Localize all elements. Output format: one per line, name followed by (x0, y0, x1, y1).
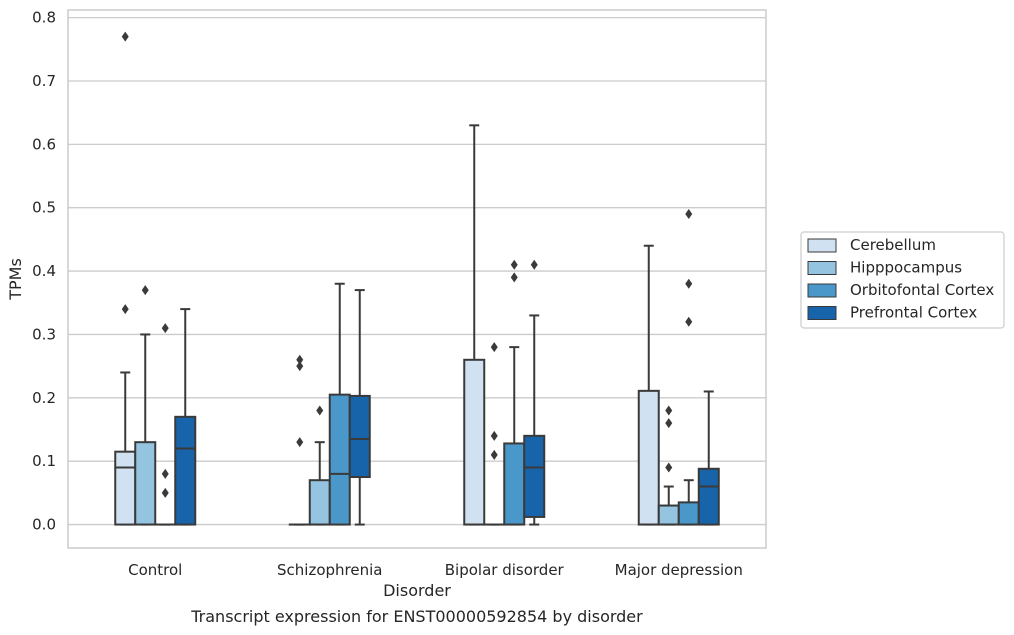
box-iqr (637, 389, 660, 526)
box-plot (637, 244, 660, 526)
x-tick-label: Control (128, 561, 182, 579)
grid-lines (68, 16, 766, 526)
outlier-point (685, 316, 693, 327)
legend-swatch (807, 283, 837, 298)
box-iqr (697, 467, 720, 526)
box-plot (288, 354, 311, 526)
outlier-point (141, 285, 149, 296)
box-iqr (134, 441, 157, 526)
outlier-point (490, 449, 498, 460)
box-iqr (503, 442, 526, 526)
box-plot (697, 390, 720, 526)
outlier-point (510, 259, 518, 270)
box-plot (308, 405, 331, 526)
legend-frame (800, 231, 1005, 329)
outlier-point (665, 405, 673, 416)
legend-label: Orbitofontal Cortex (850, 281, 994, 299)
outlier-point (296, 354, 304, 365)
x-tick-label: Major depression (615, 561, 743, 579)
box-iqr (463, 358, 486, 526)
box-plot (114, 31, 137, 526)
outlier-point (316, 405, 324, 416)
outlier-point (296, 361, 304, 372)
y-tick-label: 0.5 (32, 199, 56, 217)
box-plot (463, 124, 486, 526)
outlier-point (530, 259, 538, 270)
box-plot (134, 285, 157, 526)
legend-swatch (807, 238, 837, 253)
y-tick-label: 0.3 (32, 325, 56, 343)
y-tick-label: 0.7 (32, 72, 56, 90)
y-axis-label: TPMs (6, 258, 25, 301)
outlier-point (685, 278, 693, 289)
box-plot (523, 259, 546, 526)
y-tick-label: 0.4 (32, 262, 56, 280)
outlier-point (685, 209, 693, 220)
box-plot (677, 209, 700, 526)
x-axis-label: Disorder (383, 581, 451, 600)
box-iqr (328, 393, 351, 526)
y-tick-label: 0.0 (32, 516, 56, 534)
y-tick-label: 0.6 (32, 135, 56, 153)
outlier-point (161, 487, 169, 498)
legend-swatch (807, 306, 837, 320)
box-plot (657, 405, 680, 526)
outlier-point (161, 468, 169, 479)
box-iqr (523, 434, 546, 518)
outlier-point (121, 304, 129, 315)
box-iqr (308, 479, 331, 526)
box-iqr (114, 450, 137, 526)
box-plot (503, 259, 526, 526)
legend-label: Cerebellum (850, 236, 936, 254)
box-plot (174, 308, 197, 526)
box-plot-series (114, 31, 720, 526)
y-tick-label: 0.2 (32, 389, 56, 407)
box-plot (328, 282, 351, 526)
box-iqr (677, 501, 700, 526)
y-axis-ticks: 0.0 0.1 0.2 0.3 0.4 0.5 0.6 0.7 0.8 (32, 9, 56, 534)
chart-caption: Transcript expression for ENST0000059285… (190, 607, 643, 626)
box-plot (348, 289, 371, 526)
legend: Cerebellum Hipppocampus Orbitofontal Corte… (800, 231, 1005, 329)
outlier-point (665, 418, 673, 429)
outlier-point (665, 462, 673, 473)
outlier-point (161, 323, 169, 334)
box-iqr (657, 504, 680, 526)
outlier-point (121, 31, 129, 42)
legend-label: Prefrontal Cortex (850, 304, 977, 322)
outlier-point (490, 342, 498, 353)
box-plot (154, 323, 177, 526)
outlier-point (490, 430, 498, 441)
outlier-point (296, 437, 304, 448)
box-iqr (348, 394, 371, 479)
legend-swatch (807, 261, 837, 275)
box-plot (483, 342, 506, 526)
y-tick-label: 0.1 (32, 452, 56, 470)
x-axis-ticks: Control Schizophrenia Bipolar disorder Majo… (128, 561, 743, 579)
y-tick-label: 0.8 (32, 9, 56, 27)
box-iqr (174, 415, 197, 526)
x-tick-label: Schizophrenia (277, 561, 382, 579)
x-tick-label: Bipolar disorder (445, 561, 565, 579)
plot-area-frame (67, 9, 767, 549)
legend-label: Hipppocampus (850, 259, 962, 277)
outlier-point (510, 272, 518, 283)
